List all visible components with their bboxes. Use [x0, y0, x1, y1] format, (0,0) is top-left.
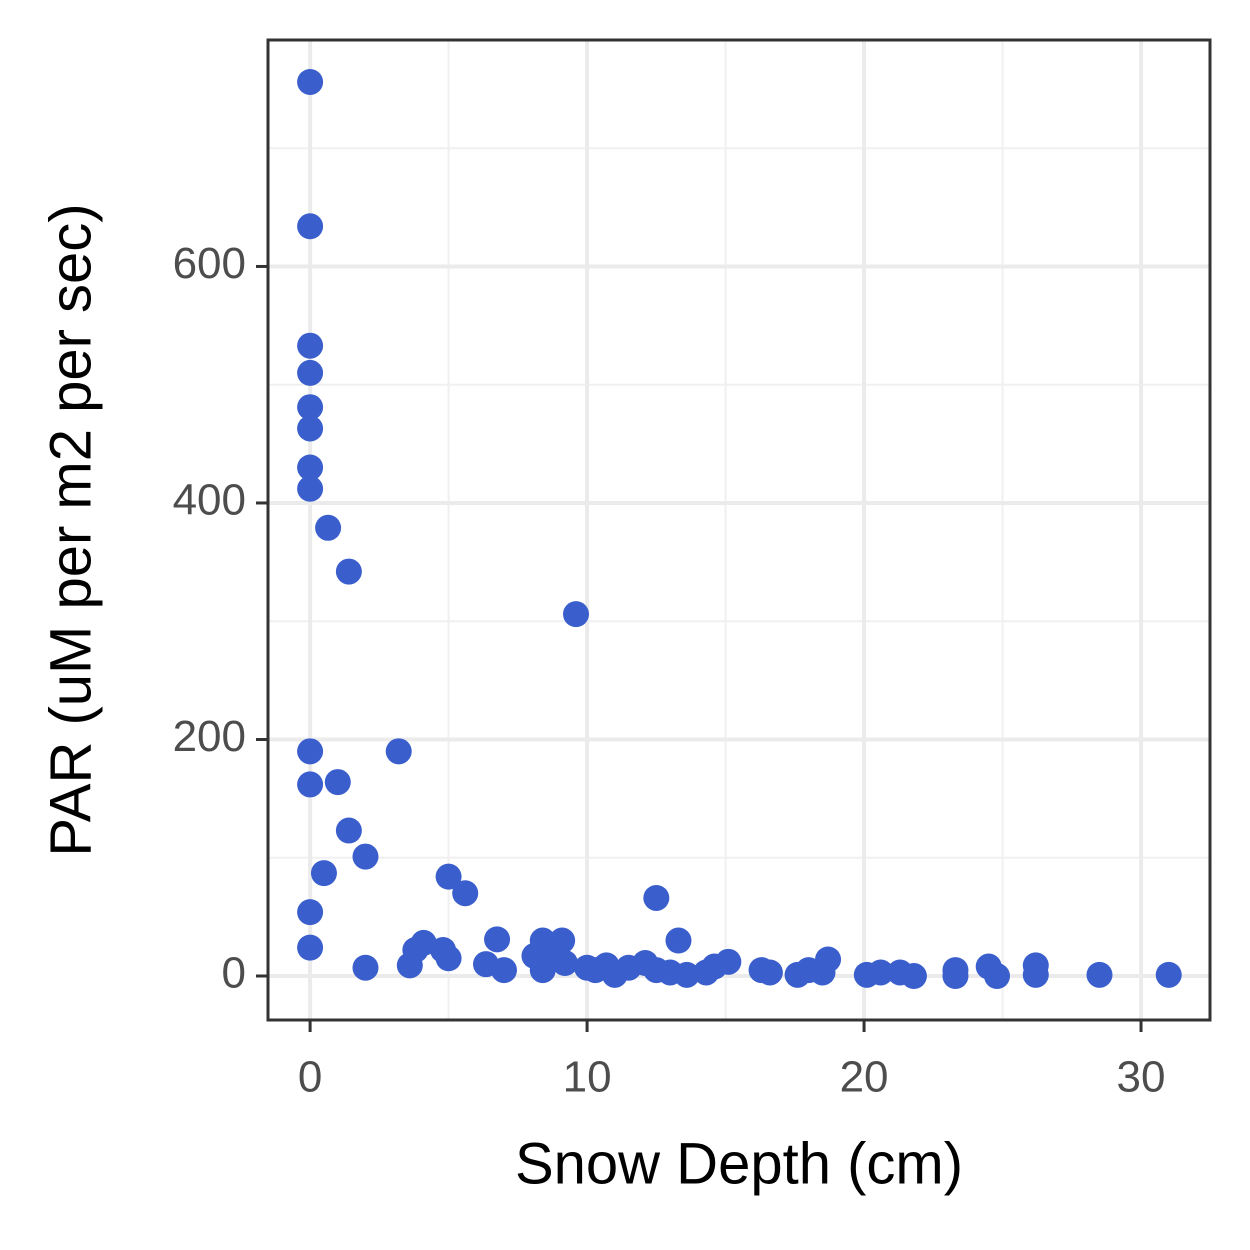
plot-background: [268, 40, 1210, 1020]
point: [452, 880, 479, 907]
panel-border: [266, 38, 1212, 1022]
point: [815, 946, 842, 973]
point: [665, 927, 692, 954]
point: [435, 863, 462, 890]
point: [435, 945, 462, 972]
point: [297, 394, 324, 421]
point: [490, 957, 517, 984]
point: [324, 769, 351, 796]
point: [297, 771, 324, 798]
y-axis-title: PAR (uM per m2 per sec): [38, 203, 103, 856]
point: [715, 948, 742, 975]
x-tick-label: 30: [1117, 1053, 1166, 1102]
point: [297, 934, 324, 961]
point: [297, 738, 324, 765]
point: [297, 359, 324, 386]
point: [310, 860, 337, 887]
point: [335, 558, 362, 585]
y-tick-label: 200: [173, 712, 246, 761]
point: [297, 332, 324, 359]
point: [673, 961, 700, 988]
point: [335, 817, 362, 844]
y-tick-label: 0: [222, 949, 246, 998]
point: [1086, 961, 1113, 988]
point: [549, 927, 576, 954]
point: [315, 514, 342, 541]
point: [297, 213, 324, 240]
point: [942, 963, 969, 990]
point: [352, 954, 379, 981]
y-tick-label: 600: [173, 239, 246, 288]
point: [867, 959, 894, 986]
point: [352, 843, 379, 870]
point: [643, 884, 670, 911]
point: [1155, 961, 1182, 988]
point: [562, 601, 589, 628]
x-axis-title: Snow Depth (cm): [515, 1131, 963, 1196]
point: [297, 415, 324, 442]
point: [297, 475, 324, 502]
point: [551, 949, 578, 976]
point: [297, 68, 324, 95]
point: [984, 963, 1011, 990]
point: [297, 454, 324, 481]
x-tick-label: 10: [563, 1053, 612, 1102]
x-tick-label: 20: [840, 1053, 889, 1102]
point: [484, 926, 511, 953]
point: [385, 738, 412, 765]
point: [900, 963, 927, 990]
x-tick-label: 0: [298, 1053, 322, 1102]
point: [1022, 961, 1049, 988]
y-tick-label: 400: [173, 476, 246, 525]
point: [297, 899, 324, 926]
point: [756, 959, 783, 986]
